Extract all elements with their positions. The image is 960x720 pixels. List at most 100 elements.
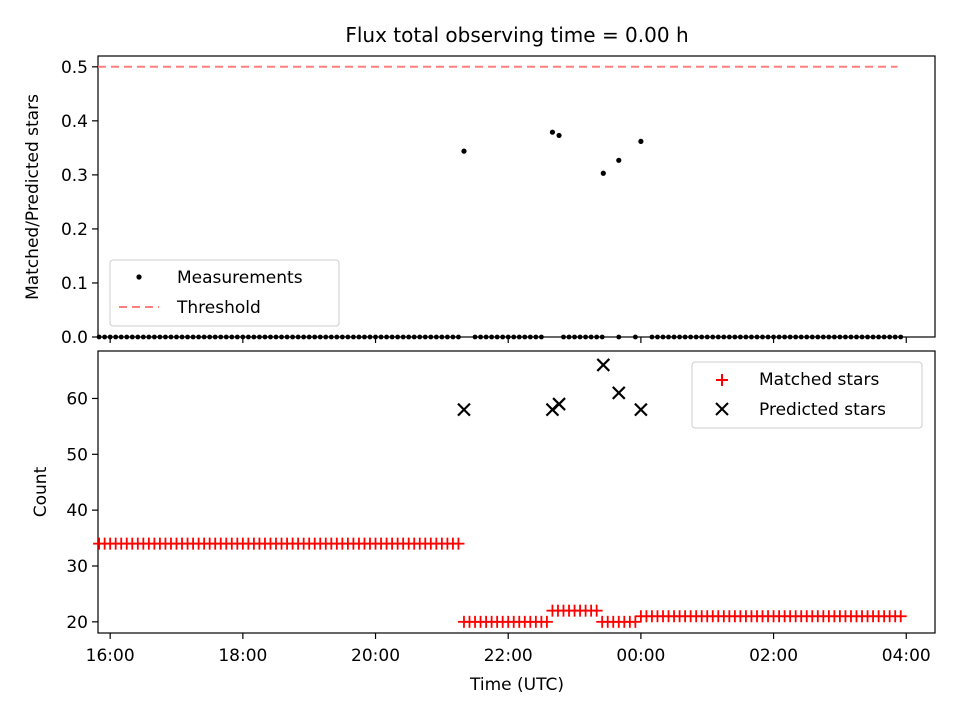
measurement-point-zero xyxy=(378,334,384,340)
x-tick-label: 20:00 xyxy=(351,646,400,666)
measurement-point-zero xyxy=(666,334,671,340)
measurement-point-zero xyxy=(881,334,887,340)
measurement-point-zero xyxy=(439,334,445,340)
measurement-point-zero xyxy=(140,334,146,340)
measurement-point-zero xyxy=(594,334,600,340)
predicted-stars-series xyxy=(457,358,648,417)
measurement-point-zero xyxy=(240,334,246,340)
measurement-point-zero xyxy=(472,334,478,340)
measurement-point-zero xyxy=(345,334,351,340)
x-tick-label: 02:00 xyxy=(749,646,798,666)
predicted-star-point xyxy=(634,402,648,417)
measurement-point-zero xyxy=(577,334,583,340)
top-y-tick-label: 0.4 xyxy=(61,112,88,132)
measurement-point-zero xyxy=(738,334,743,340)
measurement-point-zero xyxy=(157,334,163,340)
measurement-point-zero xyxy=(389,334,395,340)
measurement-point-zero xyxy=(268,334,273,340)
measurement-point-zero xyxy=(129,334,135,340)
measurement-point-zero xyxy=(444,334,450,340)
predicted-star-point xyxy=(611,386,626,400)
measurement-point-zero xyxy=(527,334,533,340)
legend-predicted-label: Predicted stars xyxy=(759,400,886,420)
top-legend: Measurements Threshold xyxy=(109,259,340,327)
measurement-point-zero xyxy=(483,334,489,340)
measurement-point-zero xyxy=(102,334,108,340)
measurement-point-zero xyxy=(146,334,152,340)
x-tick-label: 18:00 xyxy=(218,646,267,666)
matched-star-point xyxy=(894,610,907,623)
measurement-point-zero xyxy=(118,334,124,340)
measurement-point-zero xyxy=(693,334,699,340)
top-y-tick-label: 0.5 xyxy=(61,58,88,78)
legend-matched-marker xyxy=(716,374,728,386)
matched-star-point xyxy=(452,537,465,550)
measurement-point xyxy=(638,138,644,144)
measurement-point-zero xyxy=(406,334,412,340)
measurement-point-zero xyxy=(428,334,434,340)
measurement-point-zero xyxy=(583,334,589,340)
measurement-point-zero xyxy=(616,334,622,340)
measurement-point-zero xyxy=(284,334,290,340)
bottom-y-tick-label: 20 xyxy=(66,613,88,633)
measurement-point-zero xyxy=(262,334,268,340)
measurement-point-zero xyxy=(815,334,821,340)
measurement-point-zero xyxy=(599,334,605,340)
top-y-tick-label: 0.3 xyxy=(61,166,88,186)
measurement-point-zero xyxy=(190,334,196,340)
measurement-point-zero xyxy=(688,334,694,340)
measurement-point-zero xyxy=(787,334,793,340)
measurement-point-zero xyxy=(870,334,876,340)
measurement-point-zero xyxy=(826,334,832,340)
measurement-point-zero xyxy=(699,334,705,340)
measurement-point-zero xyxy=(107,334,113,340)
top-y-axis-label: Matched/Predicted stars xyxy=(23,94,43,300)
measurement-point-zero xyxy=(422,334,428,340)
measurement-point-zero xyxy=(848,334,854,340)
measurement-point-zero xyxy=(450,334,456,340)
legend-measurements-label: Measurements xyxy=(177,268,303,288)
measurement-point-zero xyxy=(732,334,738,340)
measurement-point-zero xyxy=(682,334,688,340)
measurement-point-zero xyxy=(124,334,130,340)
predicted-star-point xyxy=(552,397,566,411)
measurement-point-zero xyxy=(516,334,522,340)
top-y-ticks: 0.0 0.1 0.2 0.3 0.4 0.5 xyxy=(61,58,98,348)
measurement-point-zero xyxy=(251,334,257,340)
bottom-y-tick-label: 60 xyxy=(66,389,88,409)
measurement-point-zero xyxy=(323,334,329,340)
bottom-y-tick-label: 50 xyxy=(66,445,88,465)
measurement-point-zero xyxy=(743,334,749,340)
measurement-point-zero xyxy=(411,334,417,340)
top-y-tick-label: 0.0 xyxy=(61,328,88,348)
top-legend-box xyxy=(109,259,340,327)
measurement-point-zero xyxy=(456,334,461,340)
measurement-point-zero xyxy=(765,334,771,340)
measurement-point-zero xyxy=(306,334,312,340)
measurement-point-zero xyxy=(782,334,788,340)
measurement-point xyxy=(616,157,622,163)
measurement-point-zero xyxy=(749,334,754,340)
measurement-point-zero xyxy=(887,334,893,340)
measurement-point-zero xyxy=(710,334,716,340)
zero-measurements xyxy=(96,334,904,340)
measurement-point-zero xyxy=(362,334,367,340)
measurement-point-zero xyxy=(223,334,229,340)
measurement-point-zero xyxy=(721,334,727,340)
x-tick-label: 16:00 xyxy=(86,646,135,666)
measurement-point-zero xyxy=(704,334,710,340)
measurement-point-zero xyxy=(384,334,389,340)
measurement-point-zero xyxy=(494,334,500,340)
measurement-point-zero xyxy=(234,334,240,340)
legend-matched-label: Matched stars xyxy=(759,370,879,390)
measurement-point-zero xyxy=(229,334,235,340)
measurement-point-zero xyxy=(356,334,362,340)
measurement-point-zero xyxy=(433,334,439,340)
measurement-point-zero xyxy=(185,334,190,340)
bottom-legend-box xyxy=(691,361,923,429)
measurement-point-zero xyxy=(500,334,506,340)
measurement-point-zero xyxy=(843,334,848,340)
measurement-point-zero xyxy=(135,334,141,340)
measurement-point-zero xyxy=(245,334,251,340)
